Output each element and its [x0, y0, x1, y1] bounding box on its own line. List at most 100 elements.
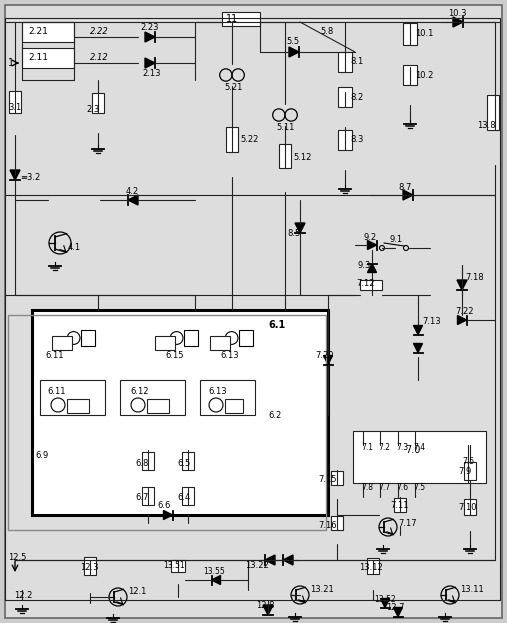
Polygon shape	[145, 58, 155, 68]
Text: 5.12: 5.12	[293, 153, 311, 163]
Text: 2.12: 2.12	[90, 52, 108, 62]
Text: 6.12: 6.12	[130, 388, 149, 396]
Polygon shape	[368, 264, 377, 272]
Text: 13.52: 13.52	[374, 596, 395, 604]
Text: 6.1: 6.1	[268, 320, 285, 330]
Text: 7.17: 7.17	[398, 520, 417, 528]
Text: 6.13: 6.13	[220, 351, 239, 359]
Bar	[360, 280, 382, 290]
Text: 13.21: 13.21	[310, 586, 334, 594]
Text: 13.12: 13.12	[359, 563, 383, 573]
Text: 7.0: 7.0	[405, 445, 421, 455]
Bar	[22, 22, 74, 42]
Bar	[338, 130, 352, 150]
Text: 6.11: 6.11	[45, 351, 63, 359]
Bar	[403, 65, 417, 85]
Bar	[222, 12, 260, 26]
Bar	[67, 399, 89, 413]
Bar	[182, 452, 194, 470]
Text: 2.3: 2.3	[86, 105, 99, 115]
Text: 8.1: 8.1	[350, 57, 363, 67]
Bar	[200, 380, 255, 415]
Text: 5.5: 5.5	[286, 37, 299, 47]
Bar	[142, 487, 154, 505]
Bar	[40, 380, 105, 415]
Text: 9.1: 9.1	[390, 235, 403, 244]
Text: 2.11: 2.11	[28, 54, 48, 62]
Bar	[394, 498, 406, 512]
Text: 6.6: 6.6	[157, 502, 170, 510]
Bar	[331, 516, 343, 530]
Polygon shape	[414, 343, 422, 353]
Polygon shape	[265, 555, 275, 565]
Bar	[184, 330, 198, 346]
Text: 7.9: 7.9	[458, 467, 471, 475]
Text: 7.3: 7.3	[396, 444, 408, 452]
Text: 10.2: 10.2	[415, 70, 433, 80]
Text: 6.7: 6.7	[135, 493, 149, 502]
Bar	[120, 380, 185, 415]
Text: 7.6: 7.6	[396, 482, 408, 492]
Bar	[182, 487, 194, 505]
Text: 2.13: 2.13	[142, 69, 161, 77]
Text: 12.3: 12.3	[80, 563, 98, 571]
Text: 7.11: 7.11	[390, 500, 409, 510]
Text: 8.7: 8.7	[398, 183, 411, 191]
Text: 7.5: 7.5	[462, 457, 474, 467]
Text: 7.22: 7.22	[455, 308, 474, 316]
Bar	[338, 87, 352, 107]
Text: 12.5: 12.5	[8, 553, 26, 563]
Text: 7.1: 7.1	[361, 444, 373, 452]
Bar	[52, 336, 72, 350]
Text: 7.12: 7.12	[356, 278, 375, 287]
Text: 7.16: 7.16	[318, 520, 337, 530]
Text: 13.8: 13.8	[477, 120, 496, 130]
Text: 8.5: 8.5	[287, 229, 300, 239]
Text: 13.55: 13.55	[203, 568, 225, 576]
Polygon shape	[295, 223, 305, 233]
Bar	[22, 48, 74, 68]
Text: 6.4: 6.4	[177, 493, 190, 502]
Text: 13.51: 13.51	[163, 561, 185, 571]
Text: 12.2: 12.2	[14, 591, 32, 599]
Bar	[210, 336, 230, 350]
Text: 6.9: 6.9	[35, 450, 48, 460]
Text: 13.11: 13.11	[460, 586, 484, 594]
Polygon shape	[453, 17, 463, 27]
Text: 6.2: 6.2	[268, 411, 281, 419]
Polygon shape	[10, 170, 20, 180]
Bar	[81, 330, 95, 346]
Polygon shape	[457, 315, 466, 325]
Text: 7.18: 7.18	[465, 272, 484, 282]
Text: 2.23: 2.23	[140, 22, 159, 32]
Bar	[464, 462, 476, 480]
Bar	[171, 560, 185, 572]
Text: 5.22: 5.22	[240, 135, 259, 145]
Text: 6.11: 6.11	[47, 388, 65, 396]
Polygon shape	[128, 195, 138, 205]
Text: 5.11: 5.11	[276, 123, 295, 133]
Text: 6.13: 6.13	[208, 388, 227, 396]
Text: 5.8: 5.8	[320, 27, 333, 37]
Bar	[338, 52, 352, 72]
Bar	[142, 452, 154, 470]
Text: 6.8: 6.8	[135, 459, 149, 467]
Polygon shape	[289, 47, 299, 57]
Bar	[155, 336, 175, 350]
Text: 7.20: 7.20	[315, 351, 334, 361]
Polygon shape	[211, 576, 221, 584]
Polygon shape	[283, 555, 293, 565]
Text: ≡3.2: ≡3.2	[20, 173, 40, 181]
Text: 12.7: 12.7	[386, 602, 405, 612]
Polygon shape	[368, 240, 377, 249]
Text: 3.1: 3.1	[8, 103, 21, 113]
Text: 6.5: 6.5	[177, 459, 190, 467]
Polygon shape	[263, 605, 273, 615]
Text: 13.22: 13.22	[245, 561, 269, 569]
Polygon shape	[403, 190, 413, 200]
Polygon shape	[163, 510, 172, 520]
Text: 6.15: 6.15	[165, 351, 184, 359]
Text: 12.1: 12.1	[128, 587, 147, 596]
Text: 8.2: 8.2	[350, 92, 363, 102]
Polygon shape	[393, 607, 403, 617]
